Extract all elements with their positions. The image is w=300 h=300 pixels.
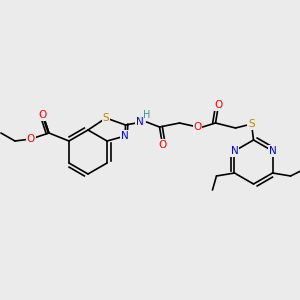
Text: O: O <box>194 122 202 132</box>
Text: S: S <box>248 119 255 129</box>
Text: N: N <box>121 131 129 141</box>
Text: N: N <box>231 146 238 156</box>
Text: O: O <box>39 110 47 120</box>
Text: S: S <box>103 113 109 123</box>
Text: O: O <box>158 140 167 150</box>
Text: O: O <box>214 100 223 110</box>
Text: H: H <box>142 110 150 120</box>
Text: O: O <box>27 134 35 144</box>
Text: N: N <box>269 146 277 156</box>
Text: N: N <box>136 117 143 127</box>
